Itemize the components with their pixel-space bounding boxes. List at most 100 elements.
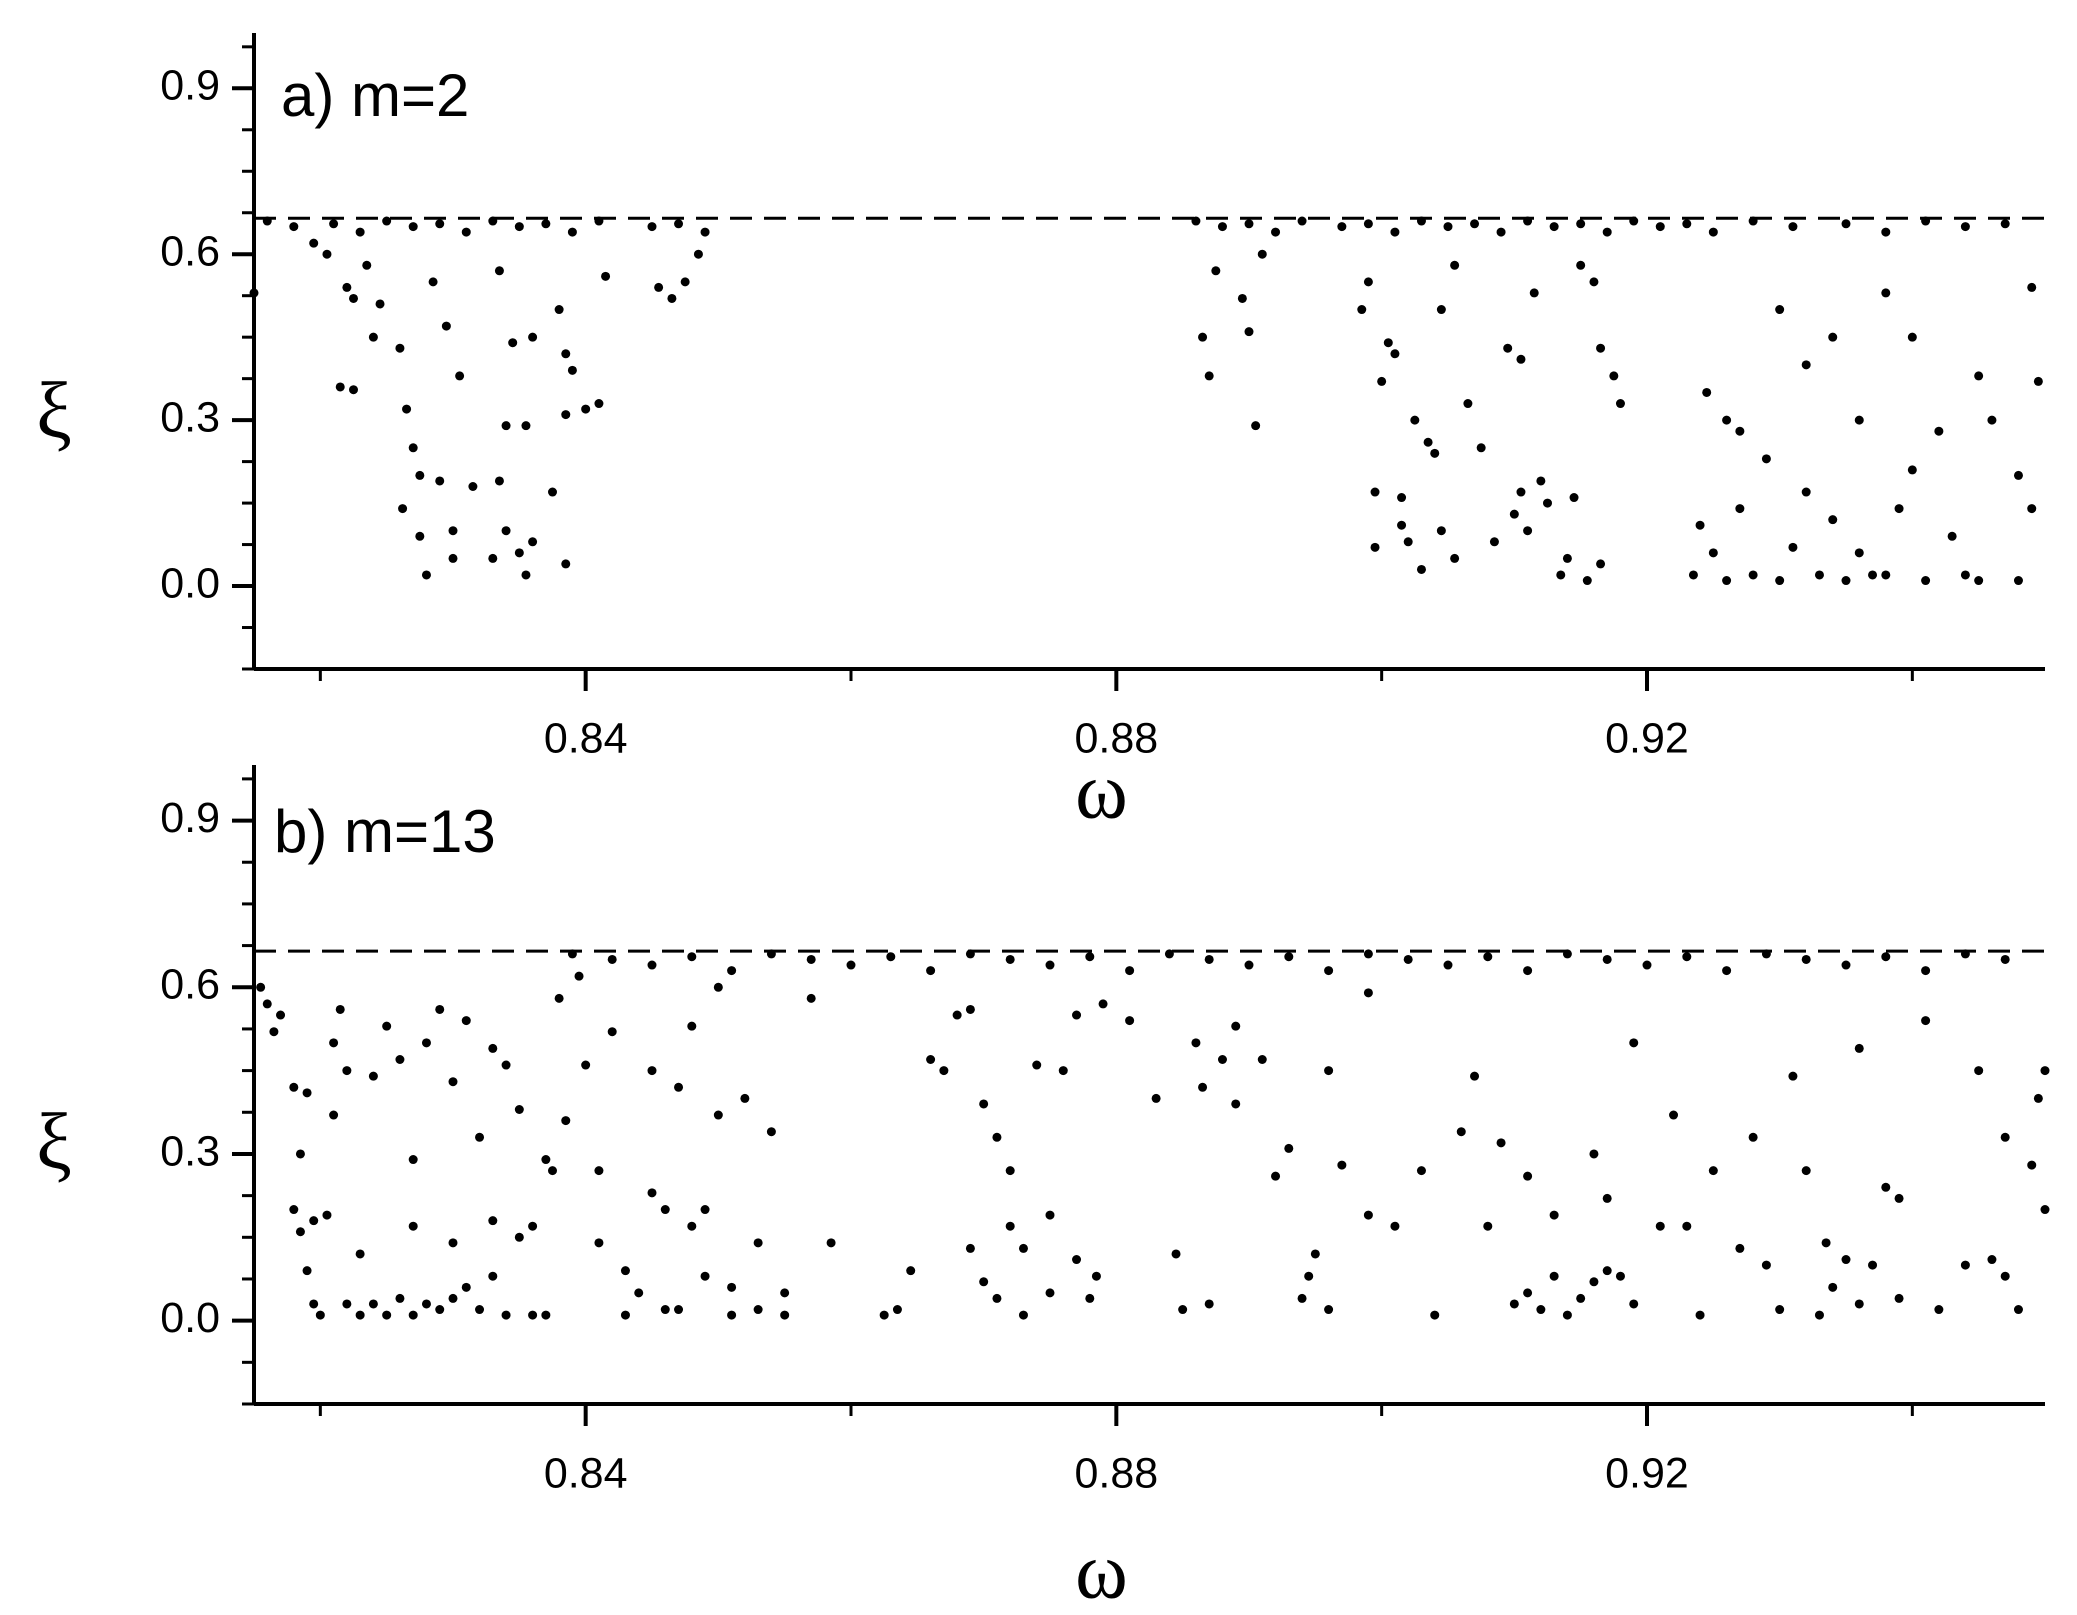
point [508, 338, 518, 348]
point [1615, 399, 1625, 409]
point [1410, 415, 1420, 425]
point [567, 949, 577, 959]
point [1934, 1305, 1944, 1315]
point [1204, 371, 1214, 381]
point [1629, 216, 1639, 226]
point [528, 1310, 538, 1320]
point [1708, 548, 1718, 558]
point [1562, 949, 1572, 959]
point [1058, 1066, 1068, 1076]
point [1456, 1127, 1466, 1137]
point [740, 1093, 750, 1103]
point [448, 526, 458, 536]
point [1788, 222, 1798, 232]
point [2040, 1066, 2050, 1076]
point [1775, 1305, 1785, 1315]
point [965, 1243, 975, 1253]
point [1828, 332, 1838, 342]
point [315, 1310, 325, 1320]
point [421, 1038, 431, 1048]
point [1974, 576, 1984, 586]
point [1894, 1193, 1904, 1203]
point [1198, 332, 1208, 342]
point [647, 222, 657, 232]
point [1987, 1255, 1997, 1265]
point [1974, 1066, 1984, 1076]
point [1881, 288, 1891, 298]
point [1191, 1038, 1201, 1048]
point [753, 1238, 763, 1248]
point [1403, 537, 1413, 547]
point [1788, 542, 1798, 552]
point [1655, 1221, 1665, 1231]
point [979, 1277, 989, 1287]
point [1403, 954, 1413, 964]
point [1271, 1171, 1281, 1181]
point [1450, 260, 1460, 270]
point [1231, 1099, 1241, 1109]
point [408, 443, 418, 453]
point [514, 1232, 524, 1242]
point [1688, 570, 1698, 580]
y-tick-label: 0.9 [160, 62, 220, 110]
point [1748, 1132, 1758, 1142]
point [1841, 576, 1851, 586]
point [1072, 1255, 1082, 1265]
point [408, 1221, 418, 1231]
x-axis-label: ω [1075, 1527, 1128, 1615]
point [727, 966, 737, 976]
point [541, 1310, 551, 1320]
point [1363, 219, 1373, 229]
point [276, 1010, 286, 1020]
point [1868, 570, 1878, 580]
point [309, 1216, 319, 1226]
point [2033, 1093, 2043, 1103]
point [1251, 421, 1261, 431]
point [1005, 1221, 1015, 1231]
point [1775, 305, 1785, 315]
point [1211, 266, 1221, 276]
point [1801, 954, 1811, 964]
point [415, 531, 425, 541]
point [780, 1310, 790, 1320]
point [906, 1266, 916, 1276]
point [2000, 219, 2010, 229]
point [1523, 216, 1533, 226]
point [1516, 354, 1526, 364]
point [1881, 1182, 1891, 1192]
point [1775, 576, 1785, 586]
point [494, 266, 504, 276]
y-axis-label: ξ [36, 367, 72, 455]
point [1761, 454, 1771, 464]
point [1324, 1305, 1334, 1315]
point [329, 219, 339, 229]
point [1523, 526, 1533, 536]
point [1397, 493, 1407, 503]
point [1974, 371, 1984, 381]
point [1894, 1293, 1904, 1303]
point [2013, 470, 2023, 480]
point [1814, 1310, 1824, 1320]
point [421, 570, 431, 580]
point [355, 227, 365, 237]
point [667, 293, 677, 303]
point [1463, 399, 1473, 409]
point [674, 1305, 684, 1315]
point [342, 1299, 352, 1309]
point [435, 219, 445, 229]
point [488, 1271, 498, 1281]
point [1171, 1249, 1181, 1259]
point [1496, 227, 1506, 237]
point [435, 1305, 445, 1315]
point [1881, 952, 1891, 962]
point [382, 1021, 392, 1031]
point [1841, 1255, 1851, 1265]
point [1682, 1221, 1692, 1231]
point [1377, 376, 1387, 386]
x-axis-label: ω [1075, 747, 1128, 835]
y-tick-label: 0.3 [160, 393, 220, 441]
point [766, 949, 776, 959]
point [322, 1210, 332, 1220]
point [554, 993, 564, 1003]
